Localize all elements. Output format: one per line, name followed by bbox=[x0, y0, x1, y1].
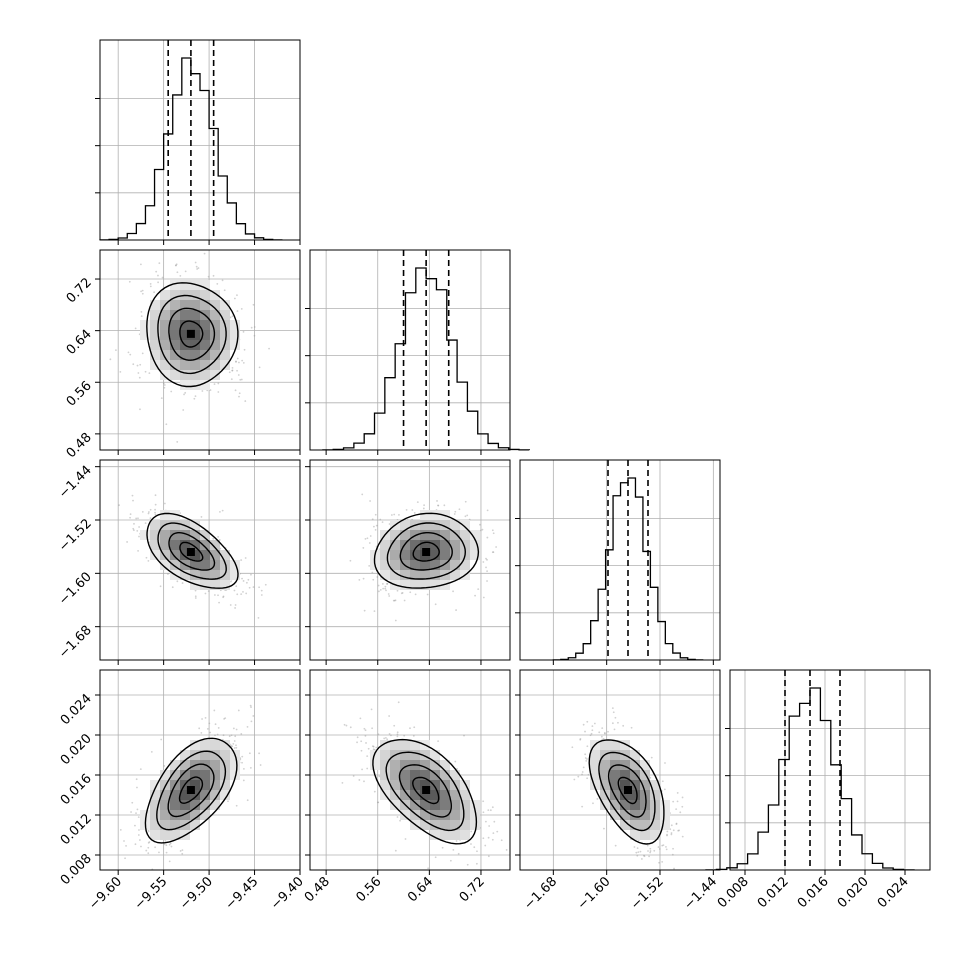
histogram-panel-1 bbox=[95, 39, 301, 245]
contour-4-2-1 bbox=[412, 776, 440, 805]
y-tick-label-4-5: 0.024 bbox=[58, 691, 95, 728]
histogram-panel-3 bbox=[515, 459, 721, 665]
x-tick-label-1-3: −9.50 bbox=[177, 874, 216, 913]
contour-4-2-4 bbox=[372, 738, 478, 845]
x-tick-label-1-5: −9.40 bbox=[268, 874, 307, 913]
y-tick-label-3-3: −1.52 bbox=[56, 516, 95, 555]
contour-4-2-3 bbox=[385, 751, 465, 832]
x-tick-label-3-4: −1.44 bbox=[681, 874, 720, 913]
x-tick-label-2-3: 0.64 bbox=[405, 874, 436, 905]
x-tick-label-4-5: 0.024 bbox=[875, 874, 912, 911]
x-tick-label-3-1: −1.68 bbox=[521, 874, 560, 913]
scatter-panel-3-2 bbox=[305, 459, 511, 665]
x-tick-label-4-3: 0.016 bbox=[795, 874, 832, 911]
y-tick-label-3-2: −1.60 bbox=[56, 570, 95, 609]
y-tick-label-3-4: −1.44 bbox=[56, 463, 95, 502]
contour-4-3-4 bbox=[588, 739, 665, 845]
x-tick-label-2-4: 0.72 bbox=[457, 874, 488, 905]
contour-2-1-1 bbox=[179, 320, 204, 348]
histogram-panel-2 bbox=[305, 249, 531, 455]
contour-3-1-1 bbox=[179, 541, 204, 562]
contour-4-3-2 bbox=[607, 764, 647, 818]
x-tick-label-1-4: −9.45 bbox=[223, 874, 262, 913]
x-tick-label-2-2: 0.56 bbox=[353, 874, 384, 905]
y-tick-label-2-2: 0.56 bbox=[64, 378, 95, 409]
contour-4-1-2 bbox=[167, 763, 215, 818]
y-tick-label-3-1: −1.68 bbox=[56, 623, 95, 662]
contour-3-2-2 bbox=[399, 532, 453, 571]
contour-4-3-1 bbox=[617, 776, 638, 805]
x-tick-label-4-4: 0.020 bbox=[835, 874, 872, 911]
y-tick-label-4-3: 0.016 bbox=[58, 771, 95, 808]
contour-4-1-4 bbox=[144, 737, 238, 844]
x-tick-label-4-1: 0.008 bbox=[715, 874, 752, 911]
x-tick-label-4-2: 0.012 bbox=[755, 874, 792, 911]
y-tick-label-4-4: 0.020 bbox=[58, 731, 95, 768]
contour-4-1-3 bbox=[156, 750, 227, 831]
histogram-panel-4 bbox=[705, 669, 931, 875]
x-tick-label-1-2: −9.55 bbox=[132, 874, 171, 913]
contour-3-2-4 bbox=[373, 512, 480, 589]
y-tick-label-2-3: 0.64 bbox=[64, 327, 95, 358]
y-tick-label-2-4: 0.72 bbox=[64, 275, 95, 306]
scatter-panel-4-2 bbox=[305, 669, 511, 875]
contour-3-2-3 bbox=[386, 522, 467, 580]
x-tick-label-2-1: 0.48 bbox=[302, 874, 333, 905]
y-tick-label-2-1: 0.48 bbox=[64, 430, 95, 461]
y-tick-label-4-2: 0.012 bbox=[58, 811, 95, 848]
contour-3-2-1 bbox=[412, 541, 440, 562]
contour-4-1-1 bbox=[178, 776, 204, 804]
x-tick-label-3-2: −1.60 bbox=[575, 874, 614, 913]
scatter-panel-4-1 bbox=[95, 669, 301, 875]
contour-3-1-2 bbox=[168, 532, 216, 571]
contour-2-1-4 bbox=[146, 282, 239, 388]
contour-2-1-2 bbox=[168, 307, 216, 361]
x-tick-label-1-1: −9.60 bbox=[86, 874, 125, 913]
contour-3-1-3 bbox=[157, 522, 227, 580]
y-tick-label-4-1: 0.008 bbox=[58, 851, 95, 888]
contour-4-3-3 bbox=[598, 751, 656, 832]
contour-3-1-4 bbox=[146, 512, 239, 589]
scatter-panel-4-3 bbox=[515, 669, 721, 875]
contour-2-1-3 bbox=[157, 294, 227, 375]
contour-4-2-2 bbox=[398, 764, 453, 818]
scatter-panel-2-1 bbox=[95, 249, 301, 455]
x-tick-label-3-3: −1.52 bbox=[628, 874, 667, 913]
scatter-panel-3-1 bbox=[95, 459, 301, 665]
